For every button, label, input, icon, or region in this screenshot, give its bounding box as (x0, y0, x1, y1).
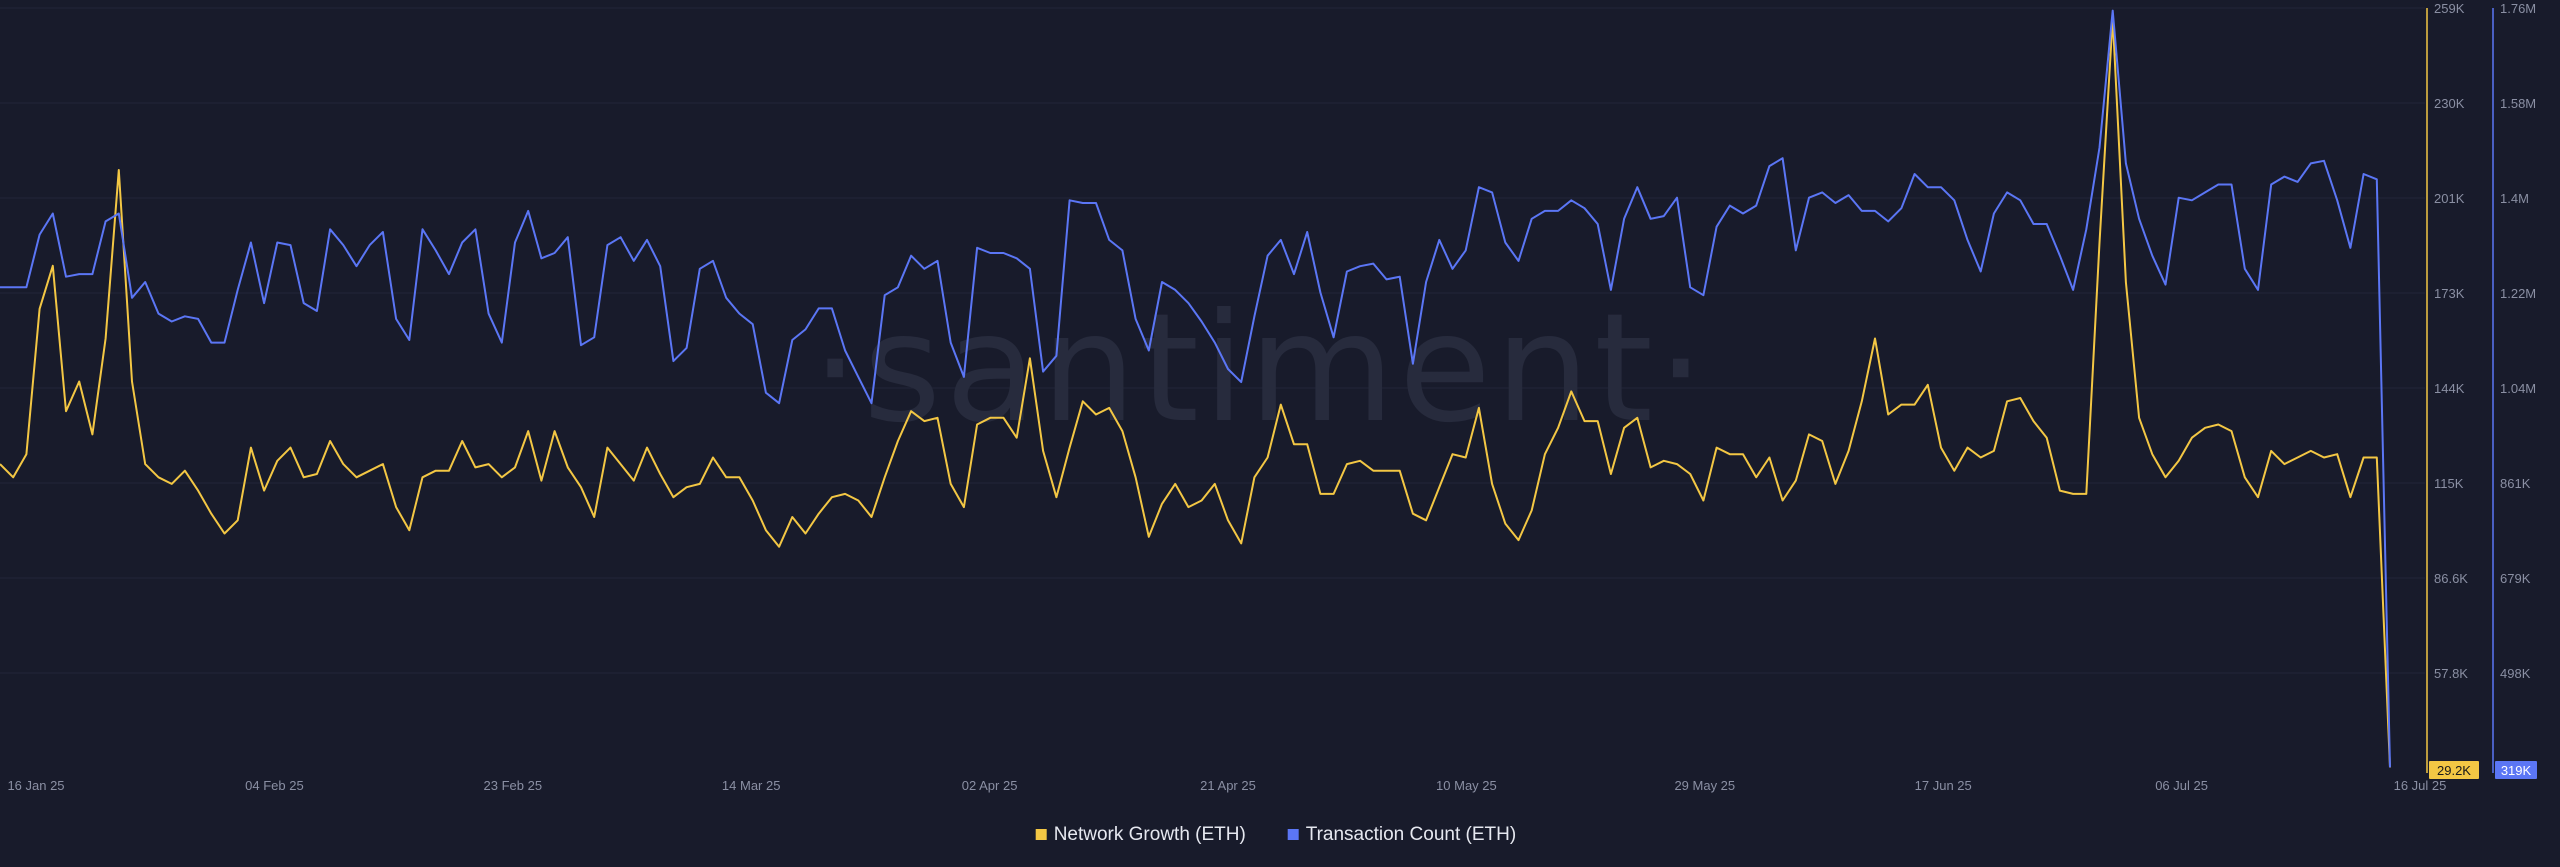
right-axis-tick-label: 498K (2500, 666, 2531, 681)
left-axis-tick-label: 230K (2434, 96, 2465, 111)
left-axis-tick-label: 57.8K (2434, 666, 2468, 681)
left-axis-tick-label: 144K (2434, 381, 2465, 396)
left-current-value-badge: 29.2K (2429, 761, 2479, 779)
right-current-value-badge: 319K (2495, 761, 2537, 779)
x-axis-tick-label: 04 Feb 25 (245, 778, 304, 793)
left-current-value-badge-bg (2429, 761, 2479, 779)
x-axis-tick-label: 10 May 25 (1436, 778, 1497, 793)
series-line-network-growth[interactable] (0, 16, 2391, 768)
x-axis-tick-label: 29 May 25 (1674, 778, 1735, 793)
left-axis-tick-label: 115K (2434, 476, 2464, 491)
axes: 259K 230K 201K 173K 144K 115K 86.6K 57.8K 1.76M 1… (7, 1, 2537, 793)
right-axis-tick-label: 1.04M (2500, 381, 2536, 396)
x-axis-tick-label: 16 Jul 25 (2394, 778, 2447, 793)
right-axis-tick-label: 1.76M (2500, 1, 2536, 16)
legend-item[interactable]: Network Growth (ETH) (1035, 824, 1246, 845)
left-axis-tick-label: 173K (2434, 286, 2465, 301)
right-current-value-badge-text: 319K (2501, 763, 2532, 778)
legend-swatch (1035, 829, 1047, 840)
right-current-value-badge-bg (2495, 761, 2537, 779)
left-axis-tick-label: 201K (2434, 191, 2465, 206)
left-current-value-badge-text: 29.2K (2437, 763, 2471, 778)
series-lines (0, 9, 2391, 768)
left-axis-tick-label: 86.6K (2434, 571, 2468, 586)
legend[interactable]: Network Growth (ETH) Transaction Count (E… (1035, 824, 1516, 845)
right-axis-tick-label: 679K (2500, 571, 2531, 586)
x-axis-tick-label: 16 Jan 25 (7, 778, 64, 793)
x-axis-tick-label: 06 Jul 25 (2155, 778, 2208, 793)
right-axis-tick-label: 861K (2500, 476, 2531, 491)
x-axis-tick-label: 17 Jun 25 (1915, 778, 1972, 793)
right-axis-tick-label: 1.4M (2500, 191, 2529, 206)
legend-item[interactable]: Transaction Count (ETH) (1287, 824, 1516, 845)
x-axis-tick-label: 14 Mar 25 (722, 778, 781, 793)
legend-swatch (1287, 829, 1299, 840)
legend-label: Transaction Count (ETH) (1306, 824, 1516, 845)
left-axis-tick-label: 259K (2434, 1, 2465, 16)
x-axis-tick-label: 21 Apr 25 (1200, 778, 1256, 793)
legend-label: Network Growth (ETH) (1054, 824, 1246, 845)
right-axis-tick-label: 1.22M (2500, 286, 2536, 301)
x-axis-tick-label: 23 Feb 25 (484, 778, 543, 793)
right-axis-tick-label: 1.58M (2500, 96, 2536, 111)
series-line-transaction-count[interactable] (0, 9, 2391, 768)
x-axis-tick-label: 02 Apr 25 (962, 778, 1018, 793)
grid-lines (0, 7, 2425, 674)
